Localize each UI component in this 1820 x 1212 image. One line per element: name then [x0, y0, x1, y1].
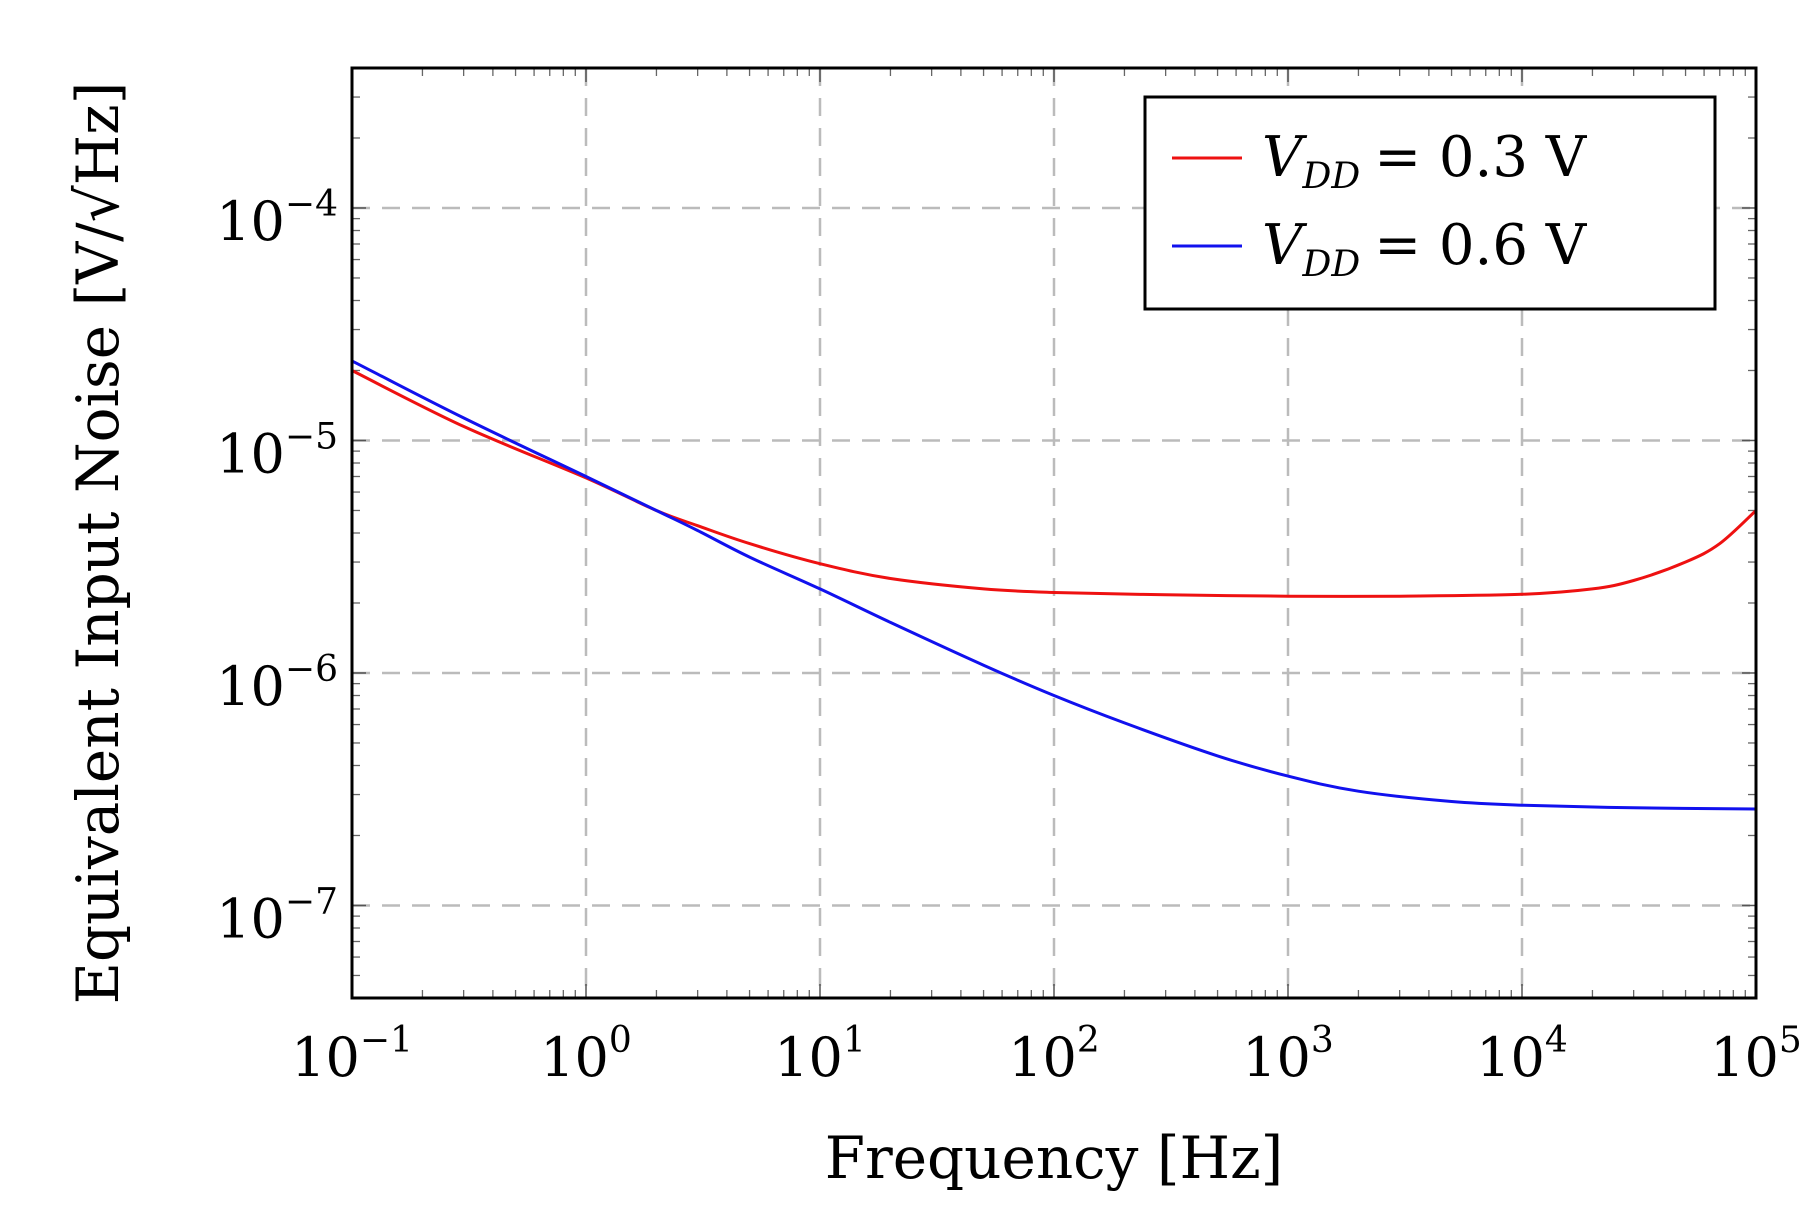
- x-axis-title: Frequency [Hz]: [825, 1124, 1284, 1192]
- x-tick-label: 10−1: [291, 1020, 413, 1089]
- x-tick-label: 100: [540, 1020, 632, 1089]
- x-tick-label: 102: [1008, 1020, 1100, 1089]
- legend-label-vdd-0.6: VDD = 0.6 V: [1262, 213, 1588, 285]
- x-tick-label: 101: [774, 1020, 866, 1089]
- legend-box: [1143, 95, 1717, 311]
- x-tick-label: 104: [1476, 1020, 1568, 1089]
- plot-frame: [350, 66, 1758, 1000]
- minor-ticks: [351, 68, 1757, 998]
- y-tick-label: 10−5: [216, 416, 338, 485]
- x-tick-label: 103: [1242, 1020, 1334, 1089]
- y-tick-label: 10−6: [216, 649, 338, 718]
- legend: VDD = 0.3 V VDD = 0.6 V: [1143, 95, 1717, 311]
- y-tick-label: 10−7: [216, 881, 338, 950]
- y-axis-title: Equivalent Input Noise [V/√Hz]: [64, 82, 132, 1005]
- x-tick-labels: 10−1 100 101 102 103 104 105: [291, 1020, 1802, 1089]
- y-tick-labels: 10−7 10−6 10−5 10−4: [216, 184, 338, 951]
- series-lines: [351, 359, 1758, 811]
- legend-label-vdd-0.3: VDD = 0.3 V: [1262, 125, 1588, 197]
- y-tick-label: 10−4: [216, 184, 338, 253]
- series-line-1: [351, 359, 1757, 811]
- x-tick-label: 105: [1710, 1020, 1802, 1089]
